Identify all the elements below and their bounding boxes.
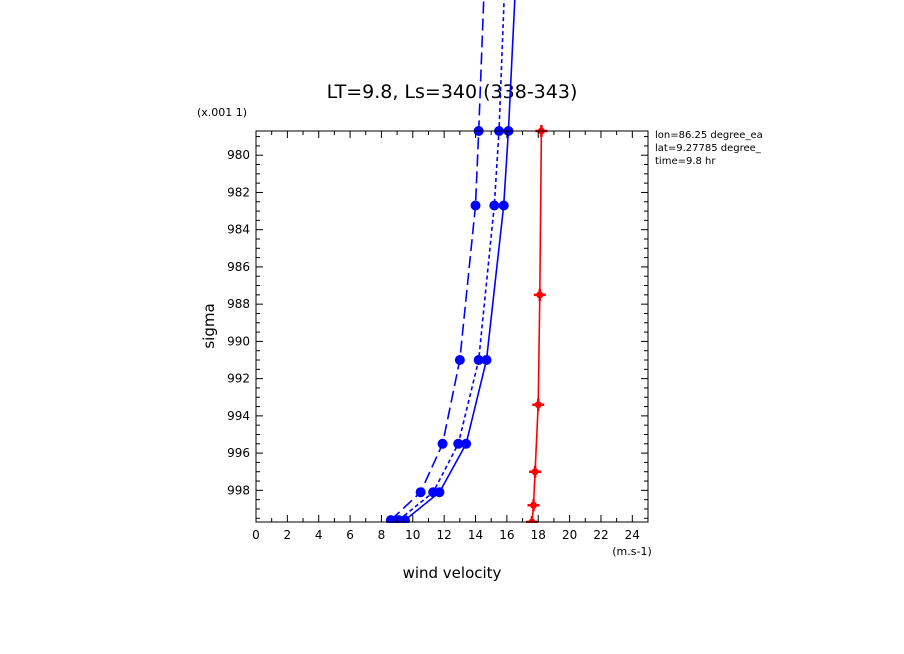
x-tick-label: 24 xyxy=(625,528,640,542)
x-tick-label: 4 xyxy=(315,528,323,542)
y-tick-label: 982 xyxy=(227,185,250,199)
data-point xyxy=(415,487,426,498)
y-unit-label: (x.001 1) xyxy=(197,106,247,119)
series-line-3 xyxy=(531,130,543,523)
x-tick-label: 8 xyxy=(378,528,386,542)
x-tick-label: 2 xyxy=(284,528,292,542)
annotation-lon: lon=86.25 degree_ea xyxy=(655,130,763,141)
data-point xyxy=(473,355,484,366)
data-point xyxy=(529,465,542,478)
x-axis-label: wind velocity xyxy=(403,564,502,582)
x-tick-label: 10 xyxy=(405,528,420,542)
y-tick-label: 994 xyxy=(227,409,250,423)
data-point xyxy=(399,515,410,523)
data-point xyxy=(385,515,396,523)
data-point xyxy=(527,499,540,512)
annotation-time: time=9.8 hr xyxy=(655,156,716,167)
data-point xyxy=(498,200,509,211)
data-point xyxy=(533,288,546,301)
series-layer xyxy=(385,0,548,523)
x-tick-label: 6 xyxy=(346,528,354,542)
y-tick-label: 998 xyxy=(227,483,250,497)
y-tick-label: 986 xyxy=(227,260,250,274)
data-point xyxy=(470,200,481,211)
data-point xyxy=(461,438,472,449)
annotation-block: lon=86.25 degree_ea lat=9.27785 degree_ … xyxy=(655,130,763,167)
y-tick-label: 980 xyxy=(227,148,250,162)
series-1 xyxy=(393,0,505,523)
axes-layer: 0 2 4 6 8 10 12 14 16 18 20 22 249809829849869889909… xyxy=(227,130,649,542)
series-3 xyxy=(525,125,548,523)
series-line-1 xyxy=(398,0,505,521)
x-tick-label: 18 xyxy=(531,528,546,542)
y-tick-label: 996 xyxy=(227,446,250,460)
x-tick-label: 20 xyxy=(562,528,577,542)
y-tick-label: 984 xyxy=(227,223,250,237)
data-point xyxy=(453,438,464,449)
y-tick-label: 988 xyxy=(227,297,250,311)
plot-frame xyxy=(255,130,649,523)
data-point xyxy=(532,398,545,411)
chart-title: LT=9.8, Ls=340 (338-343) xyxy=(327,81,578,103)
data-point xyxy=(454,355,465,366)
data-point xyxy=(437,438,448,449)
y-tick-label: 992 xyxy=(227,372,250,386)
x-unit-label: (m.s-1) xyxy=(612,545,652,558)
x-tick-label: 14 xyxy=(468,528,483,542)
x-tick-label: 0 xyxy=(252,528,260,542)
y-axis-label: sigma xyxy=(200,303,218,348)
x-tick-label: 12 xyxy=(437,528,452,542)
data-point xyxy=(489,200,500,211)
x-tick-label: 22 xyxy=(593,528,608,542)
y-tick-label: 990 xyxy=(227,334,250,348)
data-point xyxy=(481,355,492,366)
data-point xyxy=(434,487,445,498)
x-tick-label: 16 xyxy=(499,528,514,542)
annotation-lat: lat=9.27785 degree_ xyxy=(655,143,762,154)
